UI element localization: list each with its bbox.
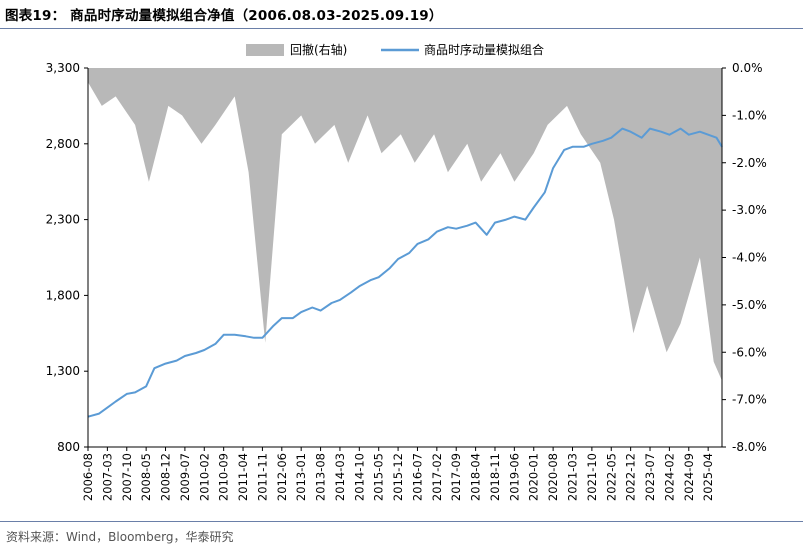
right-tick-label: -5.0% [732,298,767,312]
right-tick-label: -8.0% [732,440,767,454]
left-tick-label: 2,800 [46,137,80,151]
x-tick-label: 2009-07 [178,453,192,501]
left-tick-label: 1,800 [46,288,80,302]
legend-label-nav: 商品时序动量模拟组合 [424,42,544,57]
x-tick-label: 2014-10 [352,453,366,501]
x-tick-label: 2022-05 [604,453,618,501]
right-tick-label: -4.0% [732,251,767,265]
right-tick-label: 0.0% [732,61,763,75]
left-tick-label: 800 [57,440,80,454]
x-tick-label: 2006-08 [81,453,95,501]
x-tick-label: 2013-08 [314,453,328,501]
x-tick-label: 2017-09 [449,453,463,501]
x-tick-label: 2015-05 [372,453,386,501]
x-tick-label: 2008-05 [139,453,153,501]
x-tick-label: 2010-02 [197,453,211,501]
right-tick-label: -6.0% [732,345,767,359]
x-tick-label: 2012-06 [275,453,289,501]
top-divider [0,28,803,29]
bottom-divider [0,521,803,522]
x-tick-label: 2020-01 [527,453,541,501]
left-tick-label: 2,300 [46,213,80,227]
x-tick-label: 2018-11 [488,453,502,501]
nav-line [87,127,723,418]
chart: 回撤(右轴) 商品时序动量模拟组合 800 1,300 1,800 2,300 2,800… [46,42,767,501]
right-tick-label: -3.0% [732,203,767,217]
right-tick-label: -1.0% [732,108,767,122]
x-tick-label: 2010-09 [217,453,231,501]
x-tick-label: 2024-09 [682,453,696,501]
x-tick-label: 2020-08 [546,453,560,501]
drawdown-area-layer [88,68,722,381]
left-tick-label: 1,300 [46,364,80,378]
left-tick-label: 3,300 [46,61,80,75]
x-tick-label: 2024-02 [662,453,676,501]
x-tick-label: 2018-04 [469,453,483,501]
x-tick-label: 2021-03 [565,453,579,501]
legend-swatch-drawdown [246,44,284,56]
x-tick-label: 2014-03 [333,453,347,501]
x-tick-label: 2011-04 [236,453,250,501]
x-tick-label: 2007-03 [100,453,114,501]
drawdown-area [88,68,722,381]
source-note: 资料来源：Wind，Bloomberg，华泰研究 [6,530,234,544]
nav-line-layer [87,127,723,418]
chart-title: 图表19： 商品时序动量模拟组合净值（2006.08.03-2025.09.19… [5,8,443,24]
legend-label-drawdown: 回撤(右轴) [290,42,347,57]
x-tick-label: 2013-01 [294,453,308,501]
x-tick-label: 2008-12 [159,453,173,501]
legend: 回撤(右轴) 商品时序动量模拟组合 [246,42,544,57]
x-tick-label: 2021-10 [585,453,599,501]
x-tick-label: 2011-11 [255,453,269,501]
right-tick-label: -7.0% [732,393,767,407]
x-tick-label: 2016-07 [410,453,424,501]
x-tick-label: 2015-12 [391,453,405,501]
x-tick-label: 2019-06 [507,453,521,501]
right-tick-label: -2.0% [732,156,767,170]
x-tick-label: 2007-10 [120,453,134,501]
x-tick-label: 2023-07 [643,453,657,501]
x-tick-label: 2022-12 [624,453,638,501]
axes: 800 1,300 1,800 2,300 2,800 3,300 0.0% -1.0% -2.… [46,61,767,501]
x-tick-label: 2025-04 [701,453,715,501]
x-tick-label: 2017-02 [430,453,444,501]
